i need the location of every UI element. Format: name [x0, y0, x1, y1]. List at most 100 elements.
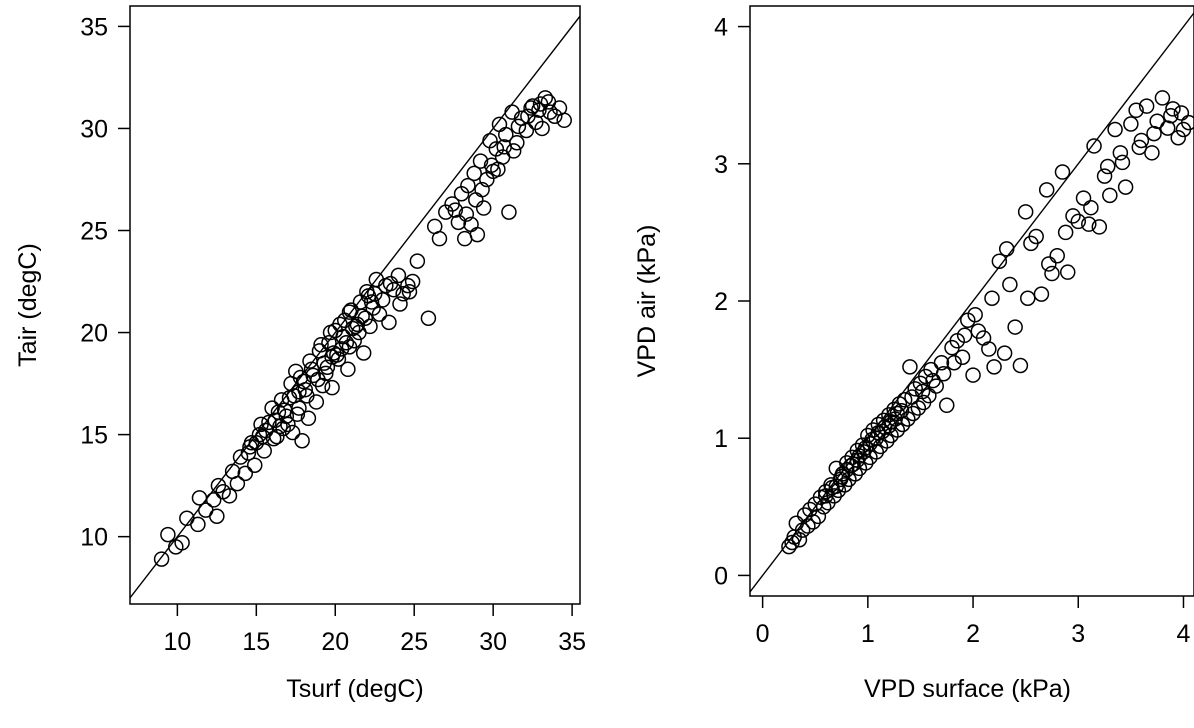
x-tick-label: 4 — [1177, 620, 1191, 648]
data-point — [986, 359, 1002, 375]
data-point — [981, 341, 997, 357]
data-point — [1138, 98, 1155, 114]
data-point — [324, 379, 340, 396]
data-point — [382, 275, 399, 292]
data-point — [302, 353, 318, 369]
data-point — [893, 403, 910, 419]
data-point — [815, 499, 832, 515]
data-point — [340, 361, 356, 378]
data-point — [965, 367, 981, 383]
data-point — [272, 418, 288, 435]
data-point — [907, 381, 923, 397]
data-point — [254, 428, 271, 445]
data-point — [836, 477, 853, 493]
data-point — [324, 349, 340, 365]
data-point — [800, 518, 816, 534]
y-axis-title: Tair (degC) — [14, 243, 42, 367]
data-point — [946, 354, 962, 371]
data-point — [371, 306, 388, 322]
x-tick-label: 1 — [861, 620, 875, 648]
data-point — [460, 177, 476, 194]
data-point — [510, 118, 527, 135]
data-point — [518, 122, 535, 139]
data-point — [475, 200, 492, 216]
data-point — [498, 126, 514, 143]
y-tick-label: 35 — [80, 13, 108, 41]
y-axis-title: VPD air (kPa) — [633, 225, 661, 378]
data-point — [902, 359, 918, 375]
data-point — [998, 241, 1015, 257]
data-point — [496, 139, 512, 155]
data-point — [1131, 139, 1148, 156]
data-point — [1091, 219, 1108, 235]
data-point — [1102, 187, 1118, 204]
data-point — [468, 192, 484, 208]
data-point — [1128, 102, 1144, 119]
data-point — [1112, 145, 1129, 161]
data-point — [374, 292, 391, 308]
data-point — [474, 181, 490, 198]
data-point — [1154, 90, 1171, 106]
data-point — [1020, 290, 1036, 307]
data-point — [1033, 286, 1050, 302]
data-point — [349, 316, 366, 333]
data-point — [1083, 199, 1099, 216]
data-point — [450, 214, 467, 231]
data-point — [1059, 264, 1076, 280]
data-point — [524, 98, 541, 114]
x-axis-title: Tsurf (degC) — [286, 675, 424, 703]
data-point — [466, 165, 482, 182]
data-point — [1075, 190, 1092, 206]
data-point — [794, 522, 811, 538]
y-tick-label: 4 — [714, 14, 728, 42]
y-tick-label: 0 — [714, 562, 728, 590]
y-tick-label: 25 — [80, 218, 108, 246]
data-point — [1096, 168, 1113, 184]
data-point — [229, 475, 246, 492]
data-point — [1057, 224, 1074, 241]
data-point — [237, 465, 254, 482]
data-point — [400, 277, 416, 294]
data-point — [395, 286, 411, 302]
data-point — [509, 134, 525, 151]
data-point — [933, 354, 950, 371]
data-point — [322, 324, 339, 341]
data-point — [860, 427, 876, 444]
data-point — [1133, 132, 1150, 149]
data-point — [1165, 101, 1181, 117]
data-point — [319, 359, 336, 375]
data-point — [546, 108, 563, 124]
x-tick-label: 0 — [756, 620, 770, 648]
data-point — [556, 112, 572, 129]
data-point — [321, 335, 337, 351]
x-tick-label: 10 — [163, 628, 191, 656]
data-point — [1007, 319, 1023, 335]
data-point — [1144, 145, 1160, 161]
data-points — [153, 90, 572, 567]
y-tick-label: 10 — [80, 524, 108, 552]
data-point — [160, 526, 176, 543]
data-point — [886, 401, 902, 418]
data-point — [401, 283, 418, 300]
x-tick-label: 3 — [1071, 620, 1085, 648]
chart-panel-1: 10 15 20 25 30 35 10 15 20 25 30 35 Tsurf (degC) Tair… — [14, 5, 586, 703]
data-point — [839, 455, 855, 471]
data-point — [1117, 179, 1134, 195]
data-point — [246, 457, 263, 473]
x-tick-label: 2 — [966, 620, 980, 648]
data-point — [905, 405, 921, 422]
x-tick-label: 15 — [242, 628, 270, 656]
x-tick-label: 20 — [321, 628, 349, 656]
data-point — [1038, 182, 1055, 198]
data-point — [153, 551, 170, 567]
data-point — [1099, 158, 1116, 175]
data-point — [256, 443, 272, 459]
data-point — [1049, 247, 1065, 264]
one-to-one-line — [750, 11, 1194, 594]
data-point — [501, 204, 517, 220]
data-point — [318, 365, 334, 382]
data-point — [938, 397, 955, 414]
data-point — [392, 296, 408, 312]
data-point — [289, 406, 306, 422]
